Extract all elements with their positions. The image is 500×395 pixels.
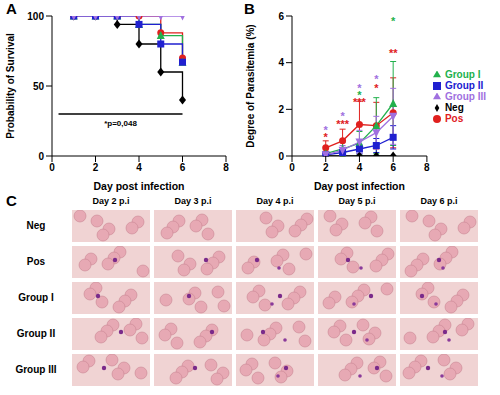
svg-text:Day post infection: Day post infection — [93, 180, 184, 192]
svg-text:50: 50 — [33, 81, 45, 92]
svg-text:0: 0 — [289, 162, 295, 173]
svg-text:2: 2 — [323, 162, 329, 173]
html-text:Day 6 p.i: Day 6 p.i — [420, 196, 458, 206]
svg-text:***: *** — [353, 96, 367, 108]
html-text:Group I: Group I — [18, 292, 54, 303]
svg-text:100: 100 — [27, 11, 44, 22]
svg-text:4: 4 — [278, 57, 284, 68]
html-text:Neg: Neg — [444, 101, 464, 113]
svg-text:8: 8 — [223, 162, 229, 173]
svg-text:4: 4 — [357, 162, 363, 173]
html-text:Day 2 p.i: Day 2 p.i — [92, 196, 130, 206]
svg-text:Day post infection: Day post infection — [314, 180, 405, 192]
html-text:Group III: Group III — [444, 90, 486, 102]
html-text:B: B — [244, 0, 255, 17]
svg-text:**: ** — [389, 47, 398, 59]
html-text:Group II: Group II — [444, 79, 484, 91]
svg-text:8: 8 — [424, 162, 430, 173]
svg-text:2: 2 — [278, 104, 284, 115]
svg-text:6: 6 — [390, 162, 396, 173]
html-text:Group II: Group II — [16, 328, 56, 339]
html-text:C: C — [6, 192, 17, 209]
html-text:Group I: Group I — [444, 68, 481, 80]
html-text:Neg: Neg — [26, 220, 46, 231]
svg-text:*: * — [391, 15, 396, 27]
svg-text:*: * — [324, 131, 329, 143]
svg-text:6: 6 — [180, 162, 186, 173]
svg-text:2: 2 — [93, 162, 99, 173]
svg-text:***: *** — [336, 118, 350, 130]
html-text:A: A — [6, 0, 17, 17]
html-text:Pos: Pos — [26, 256, 46, 267]
svg-text:6: 6 — [278, 11, 284, 22]
svg-text:Degree of Parasitemia (%): Degree of Parasitemia (%) — [245, 24, 256, 147]
svg-text:4: 4 — [136, 162, 142, 173]
svg-text:Probability of Survival: Probability of Survival — [8, 33, 16, 139]
html-text:Pos: Pos — [444, 112, 464, 124]
svg-text:0: 0 — [278, 151, 284, 162]
svg-text:*: * — [374, 82, 379, 94]
html-text:Day 5 p.i: Day 5 p.i — [338, 196, 376, 206]
svg-text:0: 0 — [49, 162, 55, 173]
html-text:Day 3 p.i: Day 3 p.i — [174, 196, 212, 206]
html-text:Group III: Group III — [15, 364, 57, 375]
svg-text:0: 0 — [38, 151, 44, 162]
html-text:Day 4 p.i: Day 4 p.i — [256, 196, 294, 206]
svg-text:*p=0,048: *p=0,048 — [104, 119, 137, 128]
